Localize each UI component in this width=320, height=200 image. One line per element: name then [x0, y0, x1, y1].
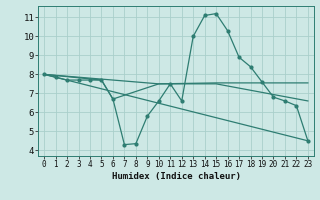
X-axis label: Humidex (Indice chaleur): Humidex (Indice chaleur) — [111, 172, 241, 181]
